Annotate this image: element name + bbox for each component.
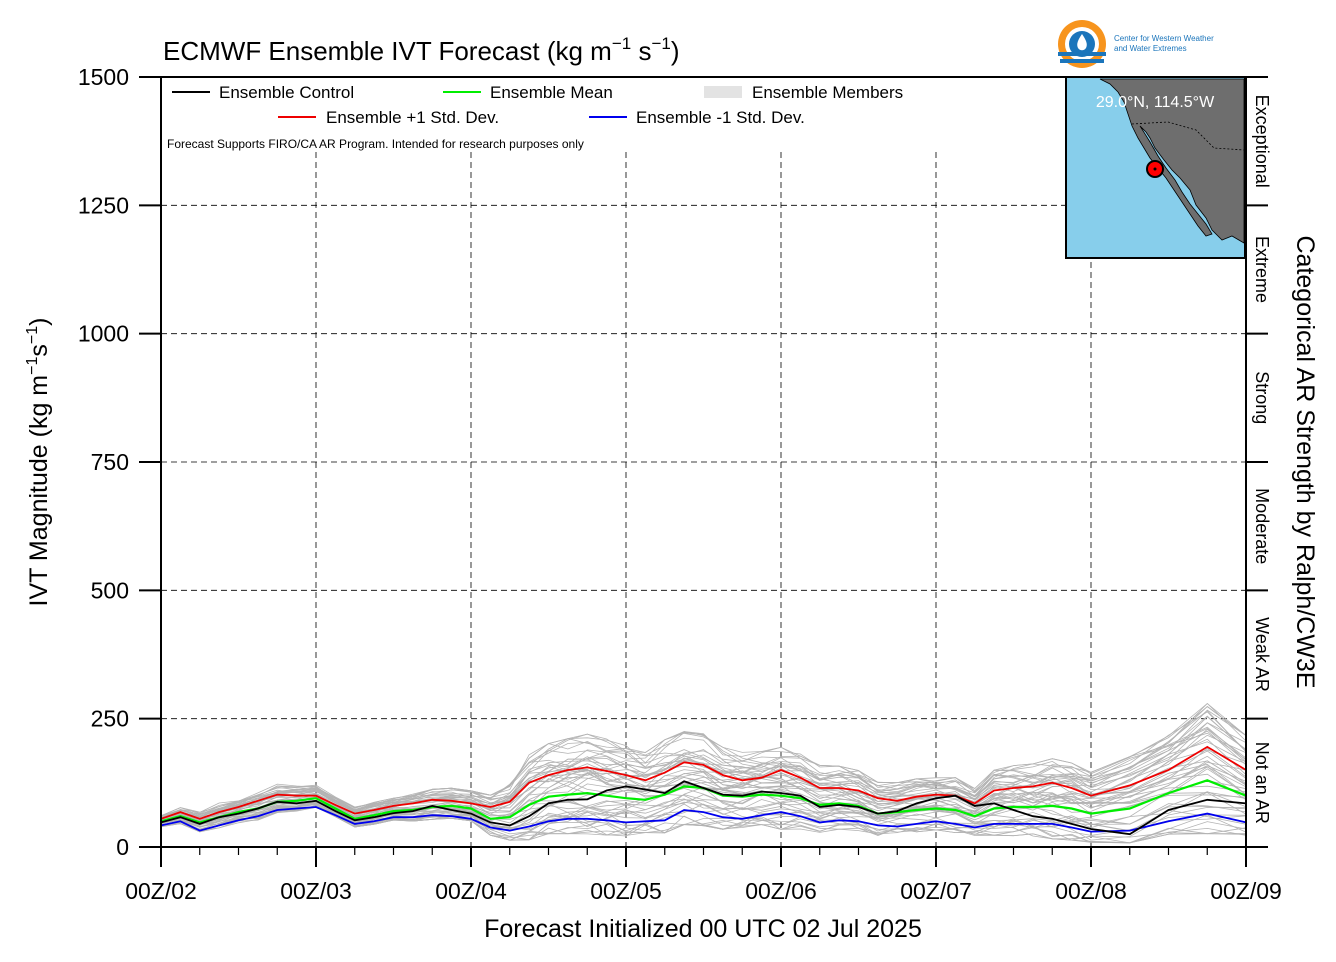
legend-label-minus-sd: Ensemble -1 Std. Dev. <box>636 108 805 127</box>
inset-coordinates: 29.0°N, 114.5°W <box>1096 94 1215 111</box>
location-marker-dot <box>1153 167 1157 171</box>
category-labels: Not an AR Weak AR Moderate Strong Extreme Exc… <box>1252 95 1272 824</box>
category-label: Weak AR <box>1252 617 1272 692</box>
ensemble-member-line <box>160 765 1247 828</box>
logo-line-1: Center for Western Weather <box>1114 34 1214 43</box>
chart-title: ECMWF Ensemble IVT Forecast (kg m−1 s−1) <box>163 34 680 66</box>
x-tick-label: 00Z/03 <box>280 878 352 904</box>
category-label: Moderate <box>1252 488 1272 564</box>
y-tick-label: 250 <box>91 706 129 732</box>
right-axis-label: Categorical AR Strength by Ralph/CW3E <box>1291 236 1319 689</box>
x-tick-label: 00Z/06 <box>745 878 817 904</box>
legend-swatch-members <box>704 86 742 98</box>
legend-label-plus-sd: Ensemble +1 Std. Dev. <box>326 108 499 127</box>
y-tick-label: 1250 <box>78 192 129 218</box>
ticks-layer: 0 250 500 750 1000 1250 1500 00Z/02 00Z/03 00Z/04… <box>78 64 1282 904</box>
x-tick-label: 00Z/05 <box>590 878 662 904</box>
inset-land <box>1099 78 1245 244</box>
ensemble-minus-sd-line <box>160 806 1247 833</box>
ensemble-member-line <box>160 738 1247 832</box>
series-layer <box>160 745 1247 836</box>
cw3e-logo: Center for Western Weather and Water Ext… <box>1058 20 1214 68</box>
grid-layer <box>161 152 1246 847</box>
y-axis-label: IVT Magnitude (kg m−1s−1) <box>24 318 53 607</box>
y-tick-label: 1000 <box>78 321 129 347</box>
ensemble-member-line <box>160 716 1247 829</box>
x-tick-label: 00Z/09 <box>1210 878 1282 904</box>
legend-label-mean: Ensemble Mean <box>490 83 613 102</box>
category-label: Exceptional <box>1252 95 1272 188</box>
ensemble-member-line <box>160 750 1247 837</box>
y-tick-label: 750 <box>91 449 129 475</box>
ensemble-member-line <box>160 769 1247 821</box>
x-tick-label: 00Z/04 <box>435 878 507 904</box>
legend: Ensemble Control Ensemble Mean Ensemble … <box>172 83 903 127</box>
x-axis-label: Forecast Initialized 00 UTC 02 Jul 2025 <box>484 915 922 943</box>
logo-line-2: and Water Extremes <box>1114 44 1187 53</box>
ensemble-member-line <box>160 728 1247 819</box>
x-tick-label: 00Z/08 <box>1055 878 1127 904</box>
ensemble-control-line <box>160 780 1247 836</box>
legend-label-members: Ensemble Members <box>752 83 903 102</box>
category-label: Not an AR <box>1252 742 1272 824</box>
ensemble-member-line <box>160 749 1247 819</box>
ensemble-members-layer <box>160 702 1247 844</box>
ensemble-member-line <box>160 728 1247 830</box>
legend-label-control: Ensemble Control <box>219 83 354 102</box>
x-tick-label: 00Z/02 <box>125 878 197 904</box>
ensemble-plus-sd-line <box>160 745 1247 820</box>
category-label: Extreme <box>1252 236 1272 303</box>
x-tick-label: 00Z/07 <box>900 878 972 904</box>
research-note: Forecast Supports FIRO/CA AR Program. In… <box>167 137 584 151</box>
location-inset-map: 29.0°N, 114.5°W <box>1065 76 1246 259</box>
ensemble-member-line <box>160 702 1247 817</box>
ensemble-member-line <box>160 760 1247 831</box>
ensemble-mean-line <box>160 779 1247 824</box>
ensemble-member-line <box>160 731 1247 819</box>
y-tick-label: 1500 <box>78 64 129 90</box>
category-label: Strong <box>1252 371 1272 424</box>
y-tick-label: 500 <box>91 577 129 603</box>
inset-border <box>1131 121 1245 151</box>
y-tick-label: 0 <box>116 834 129 860</box>
